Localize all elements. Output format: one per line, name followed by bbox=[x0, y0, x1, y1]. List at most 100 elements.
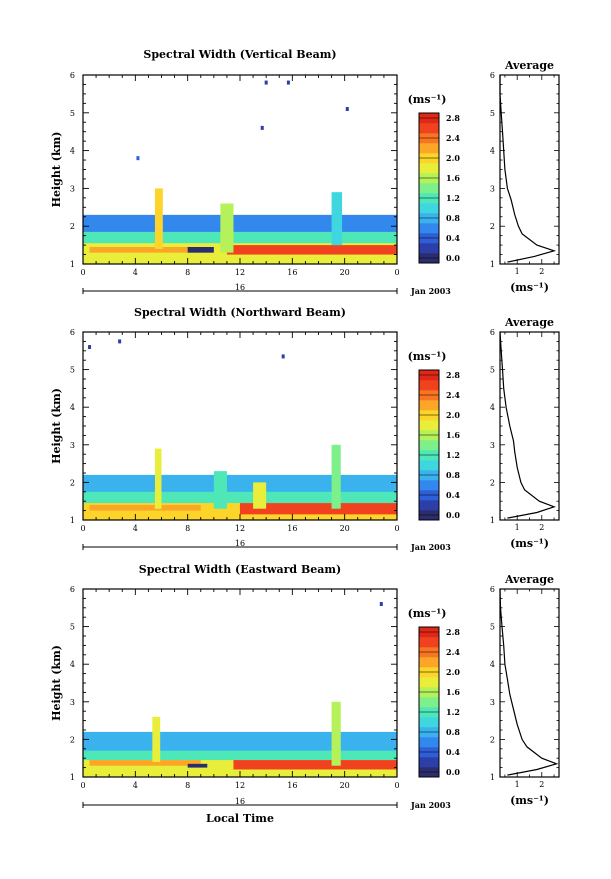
date-bar-month: Jan 2003 bbox=[410, 542, 451, 552]
y-tick-label: 4 bbox=[70, 660, 75, 669]
colorbar-tick-label: 0.8 bbox=[446, 727, 460, 737]
colorbar: (ms⁻¹) 0.0 0.4 0.8 1.2 1.6 2.0 2.4 2.8 bbox=[408, 93, 460, 264]
y-tick-label: 3 bbox=[70, 441, 75, 450]
colorbar-tick-label: 1.6 bbox=[446, 430, 460, 440]
heatmap-region-3 bbox=[89, 760, 201, 766]
heatmap-speck-1 bbox=[118, 339, 122, 344]
average-y-tick-label: 1 bbox=[490, 260, 495, 269]
average-title: Average bbox=[504, 316, 554, 329]
y-tick-label: 3 bbox=[70, 184, 75, 193]
date-bar-month: Jan 2003 bbox=[410, 286, 451, 296]
x-tick-label: 20 bbox=[340, 781, 350, 790]
y-axis-label: Height (km) bbox=[50, 132, 63, 208]
colorbar-swatch bbox=[419, 677, 439, 688]
average-title: Average bbox=[504, 573, 554, 586]
date-bar-day: 16 bbox=[235, 797, 245, 806]
x-tick-label: 12 bbox=[235, 781, 245, 790]
colorbar-tick-label: 0.4 bbox=[446, 490, 460, 500]
colorbar-tick-label: 2.8 bbox=[446, 627, 460, 637]
x-tick-label: 0 bbox=[394, 781, 399, 790]
average-y-tick-label: 4 bbox=[490, 660, 495, 669]
colorbar-tick-label: 1.6 bbox=[446, 173, 460, 183]
heatmap-speck-0 bbox=[379, 602, 383, 607]
x-tick-label: 8 bbox=[185, 524, 190, 533]
x-tick-label: 8 bbox=[185, 268, 190, 277]
colorbar-tick-label: 1.2 bbox=[446, 193, 460, 203]
colorbar-frame bbox=[418, 626, 440, 778]
heatmap-speck-2 bbox=[281, 354, 285, 359]
date-bar-day: 16 bbox=[235, 283, 245, 292]
colorbar-swatch bbox=[419, 163, 439, 174]
average-y-tick-label: 4 bbox=[490, 403, 495, 412]
average-x-tick-label: 2 bbox=[539, 523, 544, 532]
average-line bbox=[499, 75, 557, 263]
average-y-tick-label: 3 bbox=[490, 441, 495, 450]
average-y-tick-label: 2 bbox=[490, 478, 495, 487]
colorbar-frame bbox=[418, 369, 440, 521]
average-frame bbox=[499, 74, 560, 265]
heatmap-region-5 bbox=[154, 448, 162, 509]
colorbar-unit: (ms⁻¹) bbox=[408, 607, 447, 620]
x-tick-label: 16 bbox=[287, 268, 297, 277]
colorbar-swatch bbox=[419, 243, 439, 254]
y-tick-label: 6 bbox=[70, 71, 75, 80]
panel-1: Spectral Width (Vertical Beam)0 4 8 12 16 20 0… bbox=[50, 48, 560, 296]
colorbar-tick-label: 2.0 bbox=[446, 153, 460, 163]
colorbar: (ms⁻¹) 0.0 0.4 0.8 1.2 1.6 2.0 2.4 2.8 bbox=[408, 350, 460, 521]
chart-title: Spectral Width (Vertical Beam) bbox=[143, 48, 336, 61]
average-profile: Average 1 2 3 4 5 6 1 2 (ms⁻¹) bbox=[490, 59, 560, 294]
average-profile: Average 1 2 3 4 5 6 1 2 (ms⁻¹) bbox=[490, 573, 560, 807]
y-tick-label: 2 bbox=[70, 222, 75, 231]
heatmap-region-4 bbox=[240, 503, 397, 515]
heatmap-field bbox=[83, 80, 397, 264]
y-tick-label: 4 bbox=[70, 147, 75, 156]
y-tick-label: 3 bbox=[70, 698, 75, 707]
average-x-axis-label: (ms⁻¹) bbox=[510, 794, 549, 807]
x-tick-label: 8 bbox=[185, 781, 190, 790]
colorbar-swatch bbox=[419, 460, 439, 471]
y-tick-label: 2 bbox=[70, 478, 75, 487]
date-bar-month: Jan 2003 bbox=[410, 800, 451, 810]
colorbar-tick-label: 2.0 bbox=[446, 410, 460, 420]
y-tick-label: 6 bbox=[70, 328, 75, 337]
average-y-tick-label: 2 bbox=[490, 222, 495, 231]
colorbar-tick-label: 2.8 bbox=[446, 113, 460, 123]
average-y-tick-label: 5 bbox=[490, 623, 495, 632]
x-tick-label: 0 bbox=[394, 268, 399, 277]
x-tick-label: 4 bbox=[133, 268, 138, 277]
x-tick-label: 16 bbox=[287, 524, 297, 533]
heatmap-speck-1 bbox=[260, 125, 264, 130]
heatmap-region-6 bbox=[331, 701, 341, 766]
date-bar-day: 16 bbox=[235, 539, 245, 548]
average-profile: Average 1 2 3 4 5 6 1 2 (ms⁻¹) bbox=[490, 316, 560, 550]
heatmap-speck-4 bbox=[286, 80, 290, 85]
x-tick-label: 20 bbox=[340, 524, 350, 533]
average-y-tick-label: 6 bbox=[490, 328, 495, 337]
y-tick-label: 2 bbox=[70, 735, 75, 744]
heatmap-region-7 bbox=[253, 482, 267, 509]
colorbar-tick-label: 2.0 bbox=[446, 667, 460, 677]
colorbar-tick-label: 0.0 bbox=[446, 253, 460, 263]
heatmap-speck-0 bbox=[88, 345, 92, 350]
colorbar-tick-label: 0.8 bbox=[446, 470, 460, 480]
heatmap-region-7 bbox=[331, 192, 343, 246]
colorbar-swatch bbox=[419, 123, 439, 134]
colorbar-swatch bbox=[419, 183, 439, 194]
colorbar-unit: (ms⁻¹) bbox=[408, 93, 447, 106]
colorbar-swatch bbox=[419, 737, 439, 748]
colorbar-swatch bbox=[419, 420, 439, 431]
average-y-tick-label: 6 bbox=[490, 585, 495, 594]
heatmap-region-5 bbox=[154, 188, 163, 249]
x-tick-label: 16 bbox=[287, 781, 297, 790]
colorbar-tick-label: 0.4 bbox=[446, 747, 460, 757]
heatmap-region-5 bbox=[152, 716, 161, 762]
colorbar-swatch bbox=[419, 203, 439, 214]
colorbar-swatch bbox=[419, 500, 439, 511]
average-title: Average bbox=[504, 59, 554, 72]
average-y-tick-label: 5 bbox=[490, 109, 495, 118]
average-line bbox=[499, 331, 556, 519]
colorbar-swatch bbox=[419, 717, 439, 728]
heatmap-field bbox=[83, 602, 397, 777]
colorbar-swatch bbox=[419, 380, 439, 391]
average-y-tick-label: 2 bbox=[490, 735, 495, 744]
